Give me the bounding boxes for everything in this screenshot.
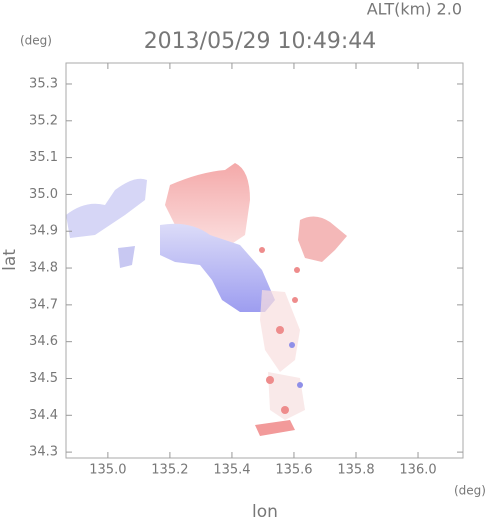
y-tick-label: 34.9 <box>29 224 58 239</box>
x-tick-label: 135.4 <box>213 463 250 478</box>
chart-subtitle: 2013/05/29 10:49:44 <box>144 29 377 54</box>
y-tick-label: 34.8 <box>29 261 58 276</box>
x-tick-label: 135.8 <box>337 463 374 478</box>
x-tick-label: 135.0 <box>89 463 126 478</box>
y-tick-label: 34.5 <box>29 371 58 386</box>
y-axis-label: lat <box>0 249 20 271</box>
y-tick-label: 34.4 <box>29 408 58 423</box>
y-tick-label: 34.6 <box>29 334 58 349</box>
chart-title: ALT(km) 2.0 <box>367 0 462 19</box>
y-tick-label: 35.0 <box>29 187 58 202</box>
plot-frame <box>65 62 464 459</box>
y-tick-label: 35.3 <box>29 76 58 91</box>
radar-echo <box>66 163 347 436</box>
y-tick-label: 34.3 <box>29 445 58 460</box>
y-tick-label: 34.7 <box>29 297 58 312</box>
x-tick-label: 135.6 <box>275 463 312 478</box>
y-tick-label: 35.2 <box>29 113 58 128</box>
y-unit: (deg) <box>20 34 52 48</box>
x-unit: (deg) <box>454 484 486 498</box>
x-tick-label: 136.0 <box>399 463 436 478</box>
x-axis-label: lon <box>252 502 278 521</box>
x-tick-label: 135.2 <box>151 463 188 478</box>
y-tick-label: 35.1 <box>29 150 58 165</box>
